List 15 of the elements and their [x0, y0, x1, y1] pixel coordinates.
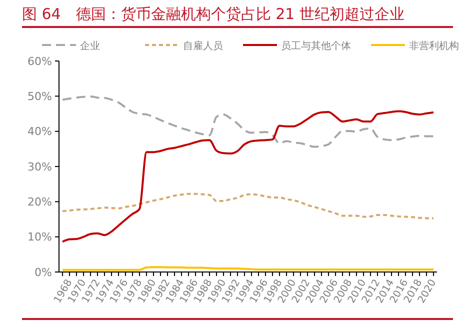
- legend-label: 非营利机构: [409, 40, 459, 52]
- y-tick-label: 0%: [34, 266, 52, 279]
- line-series: [62, 96, 434, 148]
- y-tick-label: 10%: [28, 230, 52, 244]
- y-tick-label: 30%: [28, 160, 52, 174]
- chart-title: 图 64 德国：货币金融机构个贷占比 21 世纪初超过企业: [22, 5, 404, 23]
- legend-label: 自雇人员: [183, 40, 223, 52]
- line-series: [62, 110, 434, 243]
- y-tick-label: 40%: [28, 125, 52, 138]
- y-tick-label: 60%: [28, 54, 52, 68]
- legend-label: 员工与其他个体: [281, 40, 351, 52]
- legend-label: 企业: [80, 40, 100, 52]
- y-tick-label: 20%: [28, 196, 52, 209]
- line-series: [62, 192, 434, 220]
- y-tick-label: 50%: [28, 90, 52, 104]
